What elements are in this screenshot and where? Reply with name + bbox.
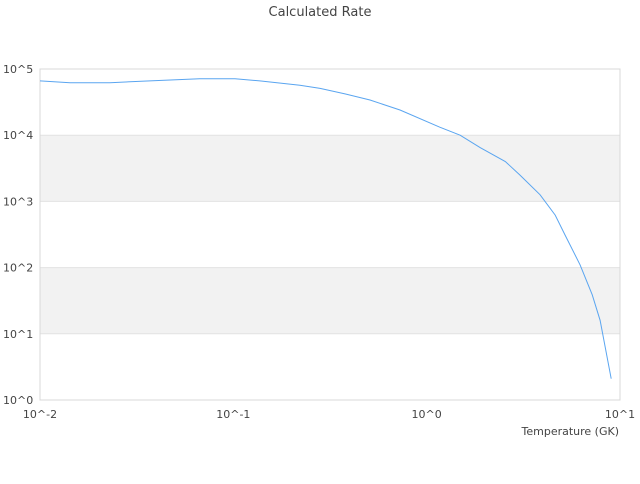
x-tick-labels: 10^-2 10^-1 10^0 10^1 [23,408,635,421]
grid-bands [40,135,620,334]
y-tick-label: 10^4 [3,129,33,142]
y-tick-label: 10^2 [3,262,33,275]
plot-area-border [40,69,620,400]
y-tick-label: 10^0 [3,394,33,407]
y-tick-label: 10^5 [3,63,33,76]
grid-lines [40,69,620,400]
x-tick-label: 10^-1 [216,408,250,421]
y-tick-label: 10^1 [3,328,33,341]
x-tick-label: 10^0 [412,408,442,421]
x-tick-label: 10^-2 [23,408,57,421]
chart-title: Calculated Rate [269,5,372,20]
y-tick-labels: 10^0 10^1 10^2 10^3 10^4 10^5 [3,63,33,407]
x-axis-label: Temperature (GK) [521,425,620,438]
grid-band [40,135,620,201]
y-tick-label: 10^3 [3,195,33,208]
grid-band [40,268,620,334]
x-tick-label: 10^1 [605,408,635,421]
